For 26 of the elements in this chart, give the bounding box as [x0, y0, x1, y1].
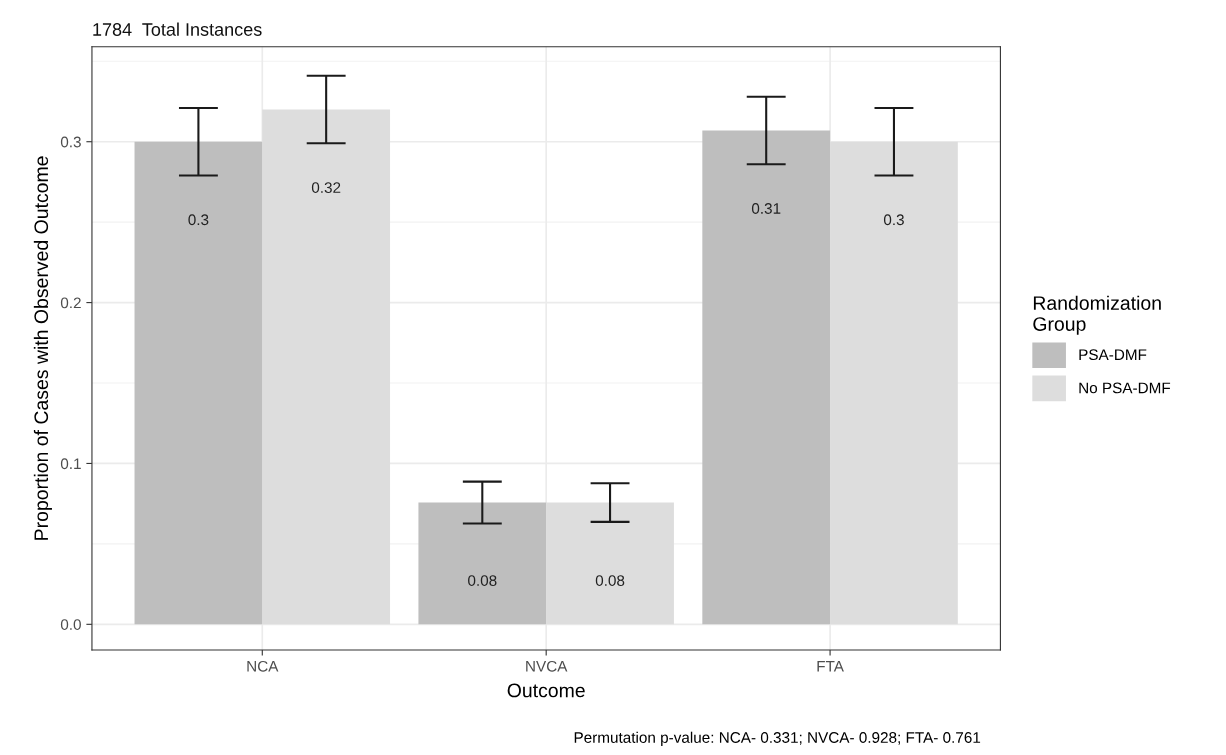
data-label: 0.31 — [751, 203, 781, 214]
x-axis-title: Outcome — [507, 683, 585, 698]
x-tick-label: NVCA — [526, 660, 568, 672]
data-label: 0.3 — [883, 214, 904, 226]
y-tick-label: 0.2 — [60, 297, 81, 309]
bar — [418, 502, 547, 625]
data-label: 0.08 — [595, 575, 625, 586]
bar — [830, 141, 958, 625]
bar — [702, 130, 831, 625]
bar — [546, 502, 674, 625]
y-tick-label: 0.0 — [60, 619, 81, 630]
text: Permutation p-value: NCA- 0.331; NVCA- 0.928; FTA- 0.761 — [574, 731, 981, 746]
y-tick-label: 0.1 — [60, 458, 81, 470]
data-label: 0.08 — [468, 575, 497, 586]
legend-label: No PSA-DMF — [1079, 382, 1171, 394]
legend-title: Randomization Group — [1033, 295, 1161, 335]
y-axis-title: Proportion of Cases with Observed Outcome — [33, 156, 52, 540]
bar — [134, 141, 263, 625]
chart-title: 1784 Total Instances — [93, 22, 262, 36]
data-label: 0.32 — [311, 182, 341, 193]
legend-label: PSA-DMF — [1079, 349, 1147, 361]
data-label: 0.3 — [188, 214, 209, 226]
bar — [262, 109, 391, 625]
x-tick-label: NCA — [247, 660, 279, 672]
x-tick-label: FTA — [817, 661, 844, 672]
y-tick-label: 0.3 — [60, 136, 81, 148]
